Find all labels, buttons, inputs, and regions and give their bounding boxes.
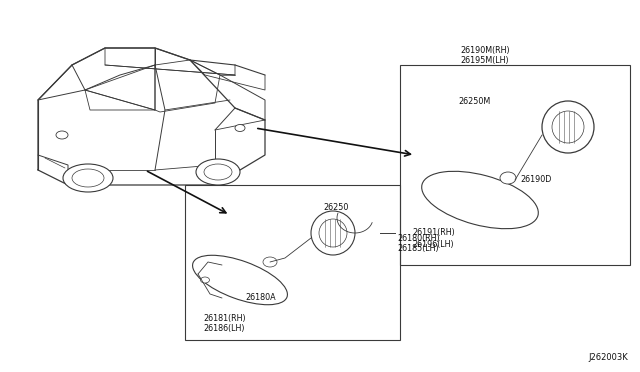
Text: 26180A: 26180A <box>245 292 276 301</box>
Circle shape <box>552 111 584 143</box>
Text: 26180(RH): 26180(RH) <box>397 234 440 243</box>
Text: 26190D: 26190D <box>520 176 552 185</box>
Text: 26181(RH): 26181(RH) <box>203 314 246 323</box>
Ellipse shape <box>193 255 287 305</box>
Text: 26195M(LH): 26195M(LH) <box>460 57 509 65</box>
Ellipse shape <box>204 164 232 180</box>
Text: 26190M(RH): 26190M(RH) <box>460 46 509 55</box>
Text: J262003K: J262003K <box>588 353 628 362</box>
Ellipse shape <box>72 169 104 187</box>
Ellipse shape <box>263 257 277 267</box>
Ellipse shape <box>63 164 113 192</box>
Circle shape <box>542 101 594 153</box>
Text: 26185(LH): 26185(LH) <box>397 244 438 253</box>
Ellipse shape <box>235 125 245 131</box>
Ellipse shape <box>500 172 516 184</box>
Text: 26186(LH): 26186(LH) <box>203 324 244 334</box>
Text: 26196(LH): 26196(LH) <box>412 241 454 250</box>
Ellipse shape <box>56 131 68 139</box>
Text: 26250: 26250 <box>323 202 348 212</box>
Circle shape <box>311 211 355 255</box>
Ellipse shape <box>196 159 240 185</box>
Ellipse shape <box>200 277 209 283</box>
Bar <box>185 185 400 340</box>
Text: 26250M: 26250M <box>458 96 490 106</box>
Bar <box>400 65 630 265</box>
Circle shape <box>319 219 347 247</box>
Ellipse shape <box>422 171 538 229</box>
Text: 26191(RH): 26191(RH) <box>412 228 455 237</box>
